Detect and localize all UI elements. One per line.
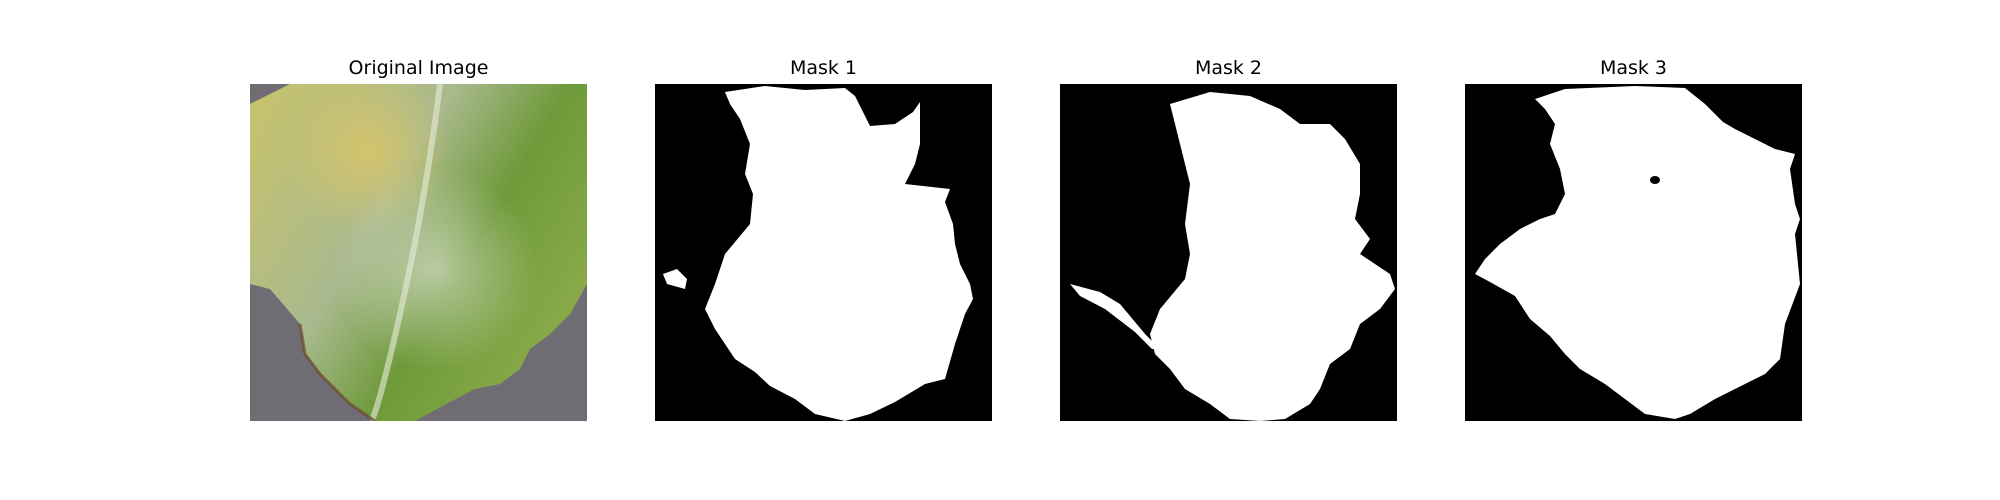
mask-2-image: [1060, 84, 1397, 421]
mask-2-title: Mask 2: [1060, 56, 1397, 80]
mask-2-panel: [1060, 84, 1397, 421]
mask-1-image: [655, 84, 992, 421]
mask-1-panel: [655, 84, 992, 421]
leaf-mildew-patch: [250, 84, 587, 421]
leaf-photo: [250, 84, 587, 421]
mask-3-title: Mask 3: [1465, 56, 1802, 80]
mask-1-title: Mask 1: [655, 56, 992, 80]
mask-3-image: [1465, 84, 1802, 421]
mask-3-hole: [1650, 176, 1660, 184]
original-image-panel: [250, 84, 587, 421]
mask-3-panel: [1465, 84, 1802, 421]
original-image-title: Original Image: [250, 56, 587, 80]
